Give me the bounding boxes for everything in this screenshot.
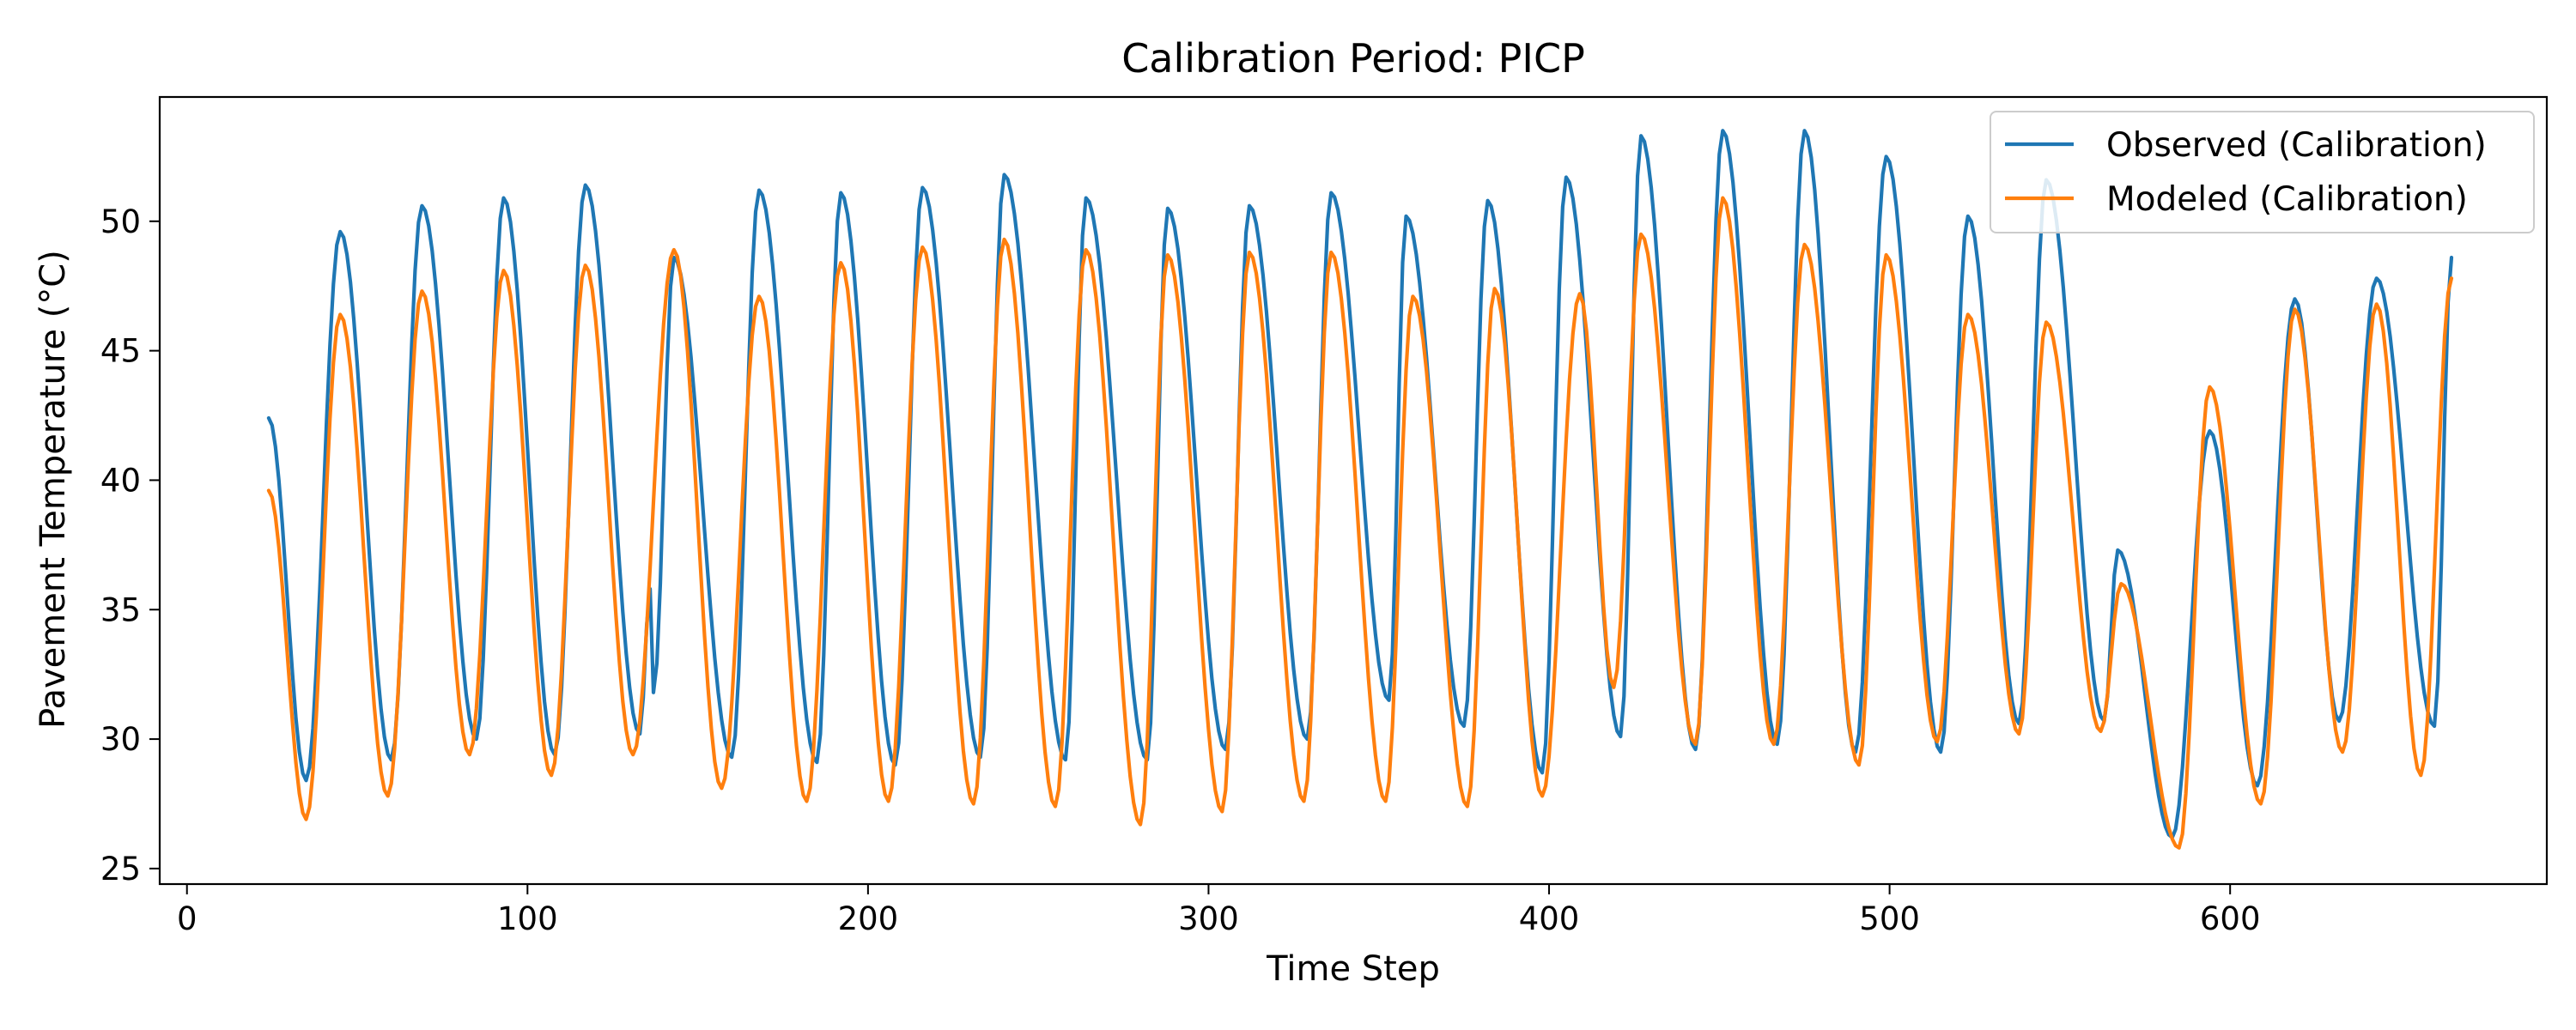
y-axis: 25 30 35 40 45 50 [100,203,160,888]
y-tick-label: 45 [100,333,141,370]
plot-area [158,95,2549,886]
chart-title: Calibration Period: PICP [1121,35,1585,82]
y-tick-label: 50 [100,203,141,240]
x-tick-label: 300 [1178,900,1239,937]
x-tick-label: 100 [497,900,558,937]
x-tick-label: 400 [1519,900,1580,937]
legend-label: Modeled (Calibration) [2106,180,2468,219]
legend-label: Observed (Calibration) [2106,126,2487,165]
legend-box [1990,111,2535,233]
y-tick-label: 35 [100,591,141,628]
y-tick-label: 25 [100,851,141,888]
legend: Observed (Calibration) Modeled (Calibrati… [1990,111,2535,233]
x-axis: 0 100 200 300 400 500 600 [177,884,2261,937]
series-line-observed [266,129,2454,839]
x-tick-label: 200 [838,900,899,937]
x-axis-label: Time Step [1266,949,1440,989]
plot-frame [158,95,2549,886]
x-tick-label: 500 [1859,900,1920,937]
series-line-modeled [266,196,2454,850]
x-tick-label: 600 [2200,900,2261,937]
y-axis-label: Pavement Temperature (°C) [33,250,73,729]
y-tick-label: 40 [100,462,141,499]
series-layer [266,129,2454,850]
x-tick-label: 0 [177,900,197,937]
y-tick-label: 30 [100,721,141,758]
